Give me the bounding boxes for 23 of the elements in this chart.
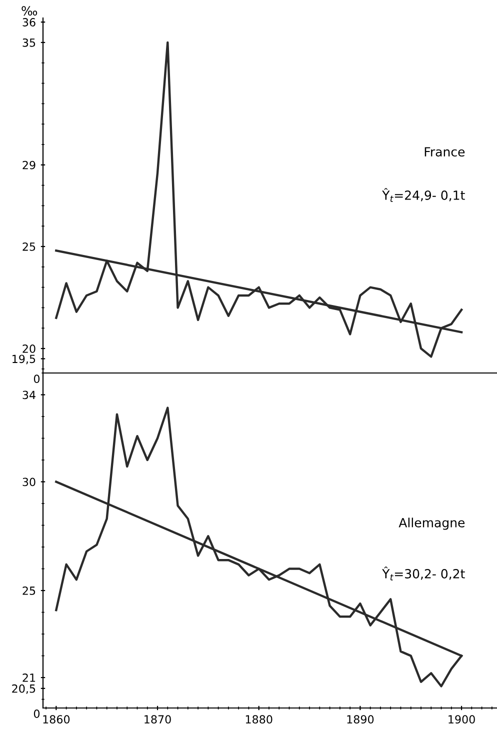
y-tick-label: 36 [22, 18, 36, 26]
annotation: Ŷ$_{t}$=30,2- 0,2t [382, 566, 465, 580]
y-tick-label: 29 [22, 160, 36, 170]
y-tick-label: 19,5 [12, 354, 36, 364]
y-tick-label: 25 [22, 586, 36, 595]
y-tick-label: 21 [22, 674, 36, 682]
x-tick-label: 1900 [448, 715, 475, 724]
x-tick-label: 1860 [43, 715, 70, 724]
y-tick-label: 35 [22, 38, 36, 47]
y-axis-title: ‰ [22, 6, 38, 16]
annotation: Allemagne [398, 518, 465, 530]
text: 0 [34, 710, 40, 718]
x-tick-label: 1890 [347, 715, 374, 724]
y-tick-label: 30 [22, 478, 36, 486]
annotation: Ŷ$_{t}$=24,9- 0,1t [382, 188, 465, 202]
x-tick-label: 1880 [246, 715, 272, 724]
y-tick-label: 25 [22, 242, 36, 251]
annotation: France [424, 147, 465, 157]
x-tick-label: 1870 [144, 715, 171, 724]
y-tick-label: 20 [22, 344, 36, 353]
y-tick-label: 34 [22, 390, 36, 400]
text: 0 [34, 374, 40, 384]
y-tick-label: 20,5 [12, 684, 36, 694]
